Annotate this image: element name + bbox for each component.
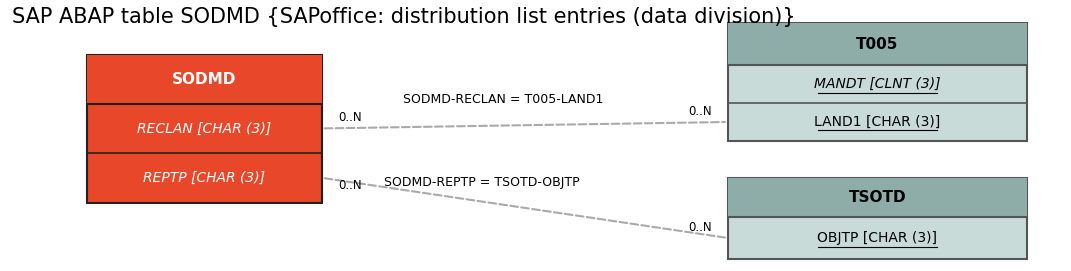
Text: TSOTD: TSOTD: [848, 190, 906, 205]
Text: SODMD-RECLAN = T005-LAND1: SODMD-RECLAN = T005-LAND1: [404, 93, 604, 107]
Text: OBJTP [CHAR (3)]: OBJTP [CHAR (3)]: [817, 231, 937, 245]
FancyBboxPatch shape: [728, 178, 1027, 217]
Text: 0..N: 0..N: [689, 105, 712, 118]
Text: SAP ABAP table SODMD {SAPoffice: distribution list entries (data division)}: SAP ABAP table SODMD {SAPoffice: distrib…: [12, 7, 796, 27]
Text: 0..N: 0..N: [337, 111, 362, 124]
Text: T005: T005: [856, 37, 899, 51]
Text: LAND1 [CHAR (3)]: LAND1 [CHAR (3)]: [814, 115, 940, 129]
FancyBboxPatch shape: [87, 55, 322, 202]
FancyBboxPatch shape: [87, 55, 322, 104]
Text: SODMD: SODMD: [172, 72, 237, 87]
FancyBboxPatch shape: [728, 23, 1027, 141]
Text: SODMD-REPTP = TSOTD-OBJTP: SODMD-REPTP = TSOTD-OBJTP: [384, 176, 579, 189]
Text: MANDT [CLNT (3)]: MANDT [CLNT (3)]: [814, 77, 940, 91]
Text: 0..N: 0..N: [337, 179, 362, 192]
FancyBboxPatch shape: [728, 23, 1027, 65]
Text: REPTP [CHAR (3)]: REPTP [CHAR (3)]: [144, 171, 266, 185]
Text: RECLAN [CHAR (3)]: RECLAN [CHAR (3)]: [137, 121, 271, 136]
FancyBboxPatch shape: [728, 178, 1027, 259]
Text: 0..N: 0..N: [689, 221, 712, 234]
